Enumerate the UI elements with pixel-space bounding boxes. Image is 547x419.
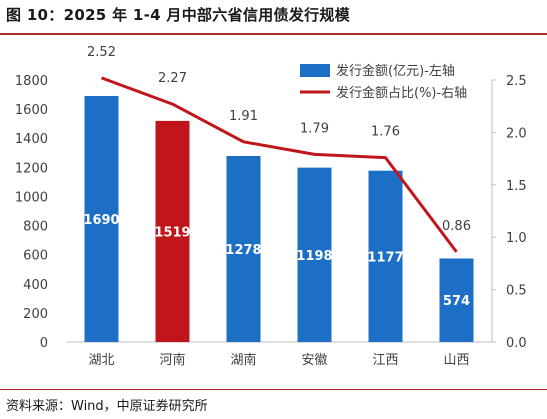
y-right-tick-label: 2.5 [506,74,527,89]
line-value-label: 1.76 [371,125,400,140]
x-tick-label: 湖南 [230,352,256,368]
line-value-label: 2.52 [87,45,116,60]
y-left-tick-label: 1800 [15,74,48,89]
line-value-label: 1.91 [229,109,258,124]
x-tick-label: 安徽 [301,353,327,368]
y-left-tick-label: 0 [40,336,48,351]
figure-title: 图 10：2025 年 1-4 月中部六省信用债发行规模 [6,6,351,24]
chart: 1690 1519 1278 1198 1177 574 2.52 2.27 1.91 1.79 1… [15,45,527,368]
x-tick-label: 湖北 [88,353,114,368]
bar-安徽 [297,167,332,342]
y-left-tick-label: 600 [23,249,48,264]
axes [66,79,496,343]
y-right-tick-label: 1.0 [506,231,527,246]
share-polyline [100,76,458,253]
y-right-tick-label: 0.0 [506,336,527,351]
legend-label-bar: 发行金额(亿元)-左轴 [336,63,455,79]
y-left-tick-label: 400 [23,278,48,293]
bar-湖南 [226,155,261,342]
legend-swatch-bar [300,64,330,77]
bar-value-label: 1519 [154,225,190,240]
bar-value-label: 1690 [83,213,119,228]
y-right-tick-label: 2.0 [506,126,527,141]
title-divider [0,33,547,35]
y-left-tick-label: 1400 [15,132,48,147]
source-note: 资料来源：Wind，中原证券研究所 [6,399,208,414]
bar-value-label: 1198 [296,249,332,264]
tick-labels: 0 200 400 600 800 1000 1200 1400 1600 1800 0.0 0.5 1… [15,74,527,368]
bar-山西 [439,258,474,342]
line-value-label: 0.86 [442,219,471,234]
y-left-tick-label: 800 [23,220,48,235]
y-left-tick-label: 1600 [15,103,48,118]
legend-label-line: 发行金额占比(%)-右轴 [336,85,467,101]
bar-河南 [155,120,190,342]
bar-value-label: 1177 [367,250,403,265]
x-tick-label: 河南 [159,352,185,368]
x-tick-label: 江西 [372,353,398,368]
y-left-tick-label: 1000 [15,190,48,205]
y-left-tick-label: 1200 [15,161,48,176]
bar-value-label: 1278 [225,243,261,258]
share-line [100,76,458,253]
bar-江西 [368,170,403,342]
x-tick-label: 山西 [443,353,469,368]
y-right-tick-label: 1.5 [506,179,527,194]
footer-divider [0,389,547,390]
y-left-tick-label: 200 [23,307,48,322]
data-labels: 1690 1519 1278 1198 1177 574 2.52 2.27 1.91 1.79 1… [83,45,471,309]
bars [84,96,474,342]
bar-湖北 [84,96,119,342]
bar-value-label: 574 [443,294,470,309]
line-value-label: 1.79 [300,121,329,136]
y-right-tick-label: 0.5 [506,284,527,299]
line-value-label: 2.27 [158,71,187,86]
